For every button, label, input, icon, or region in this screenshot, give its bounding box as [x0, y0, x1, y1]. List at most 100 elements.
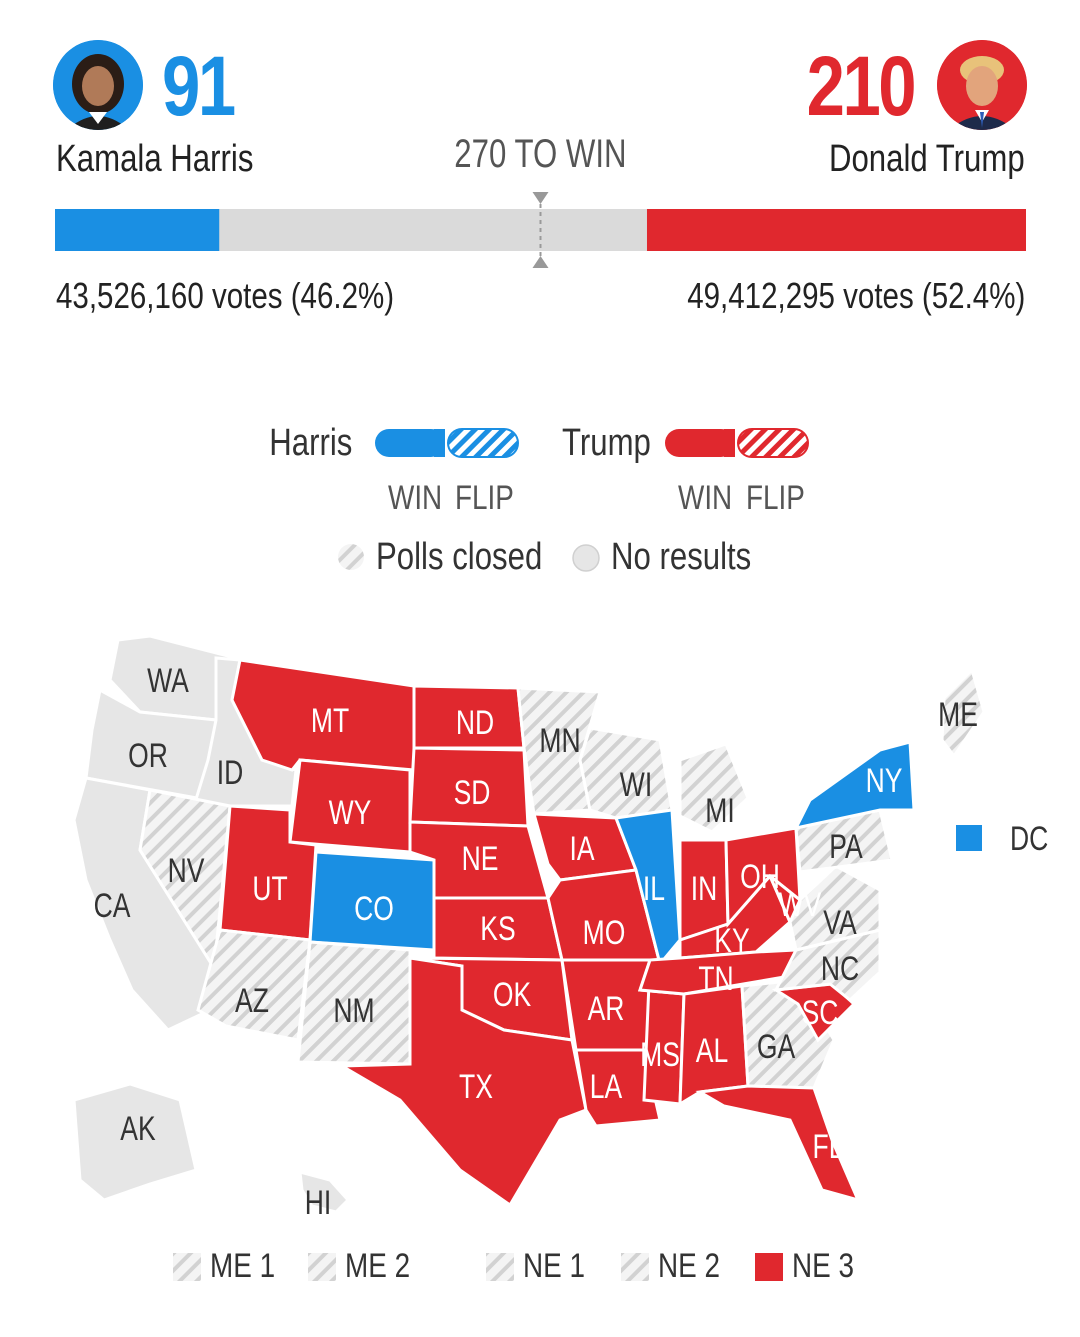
progress-trump: [646, 209, 1026, 251]
threshold-marker: [532, 192, 549, 268]
state-label-la: LA: [590, 1068, 623, 1106]
state-label-co: CO: [354, 890, 394, 928]
legend-harris-win: WIN: [388, 479, 443, 517]
state-label-wa: WA: [147, 662, 189, 700]
trump-win-pill: [665, 429, 735, 457]
district-key-me-2: ME 2: [307, 1247, 424, 1286]
district-label: NE 3: [792, 1247, 854, 1285]
harris-name: Kamala Harris: [56, 138, 254, 180]
state-label-il: IL: [643, 870, 665, 908]
state-label-ar: AR: [588, 990, 625, 1028]
threshold-label: 270 TO WIN: [453, 132, 627, 176]
harris-popular-votes: 43,526,160 votes (46.2%): [56, 275, 395, 316]
state-fl[interactable]: [695, 1084, 861, 1203]
state-label-nd: ND: [456, 704, 494, 742]
harris-avatar: [53, 40, 143, 130]
state-dc[interactable]: [956, 825, 982, 851]
state-label-id: ID: [217, 754, 244, 792]
state-label-fl: FL: [813, 1128, 844, 1166]
state-label-ny: NY: [866, 762, 903, 800]
state-label-sc: SC: [802, 994, 839, 1032]
legend-trump-swatch: [665, 428, 809, 458]
district-swatch: [486, 1252, 514, 1281]
state-label-hi: HI: [305, 1184, 332, 1220]
state-label-tn: TN: [698, 960, 733, 998]
progress-harris: [55, 209, 220, 251]
state-label-ca: CA: [94, 887, 131, 925]
district-swatch: [308, 1252, 336, 1281]
district-label: ME 1: [210, 1247, 276, 1285]
legend-no-results: No results: [611, 536, 752, 578]
state-label-in: IN: [691, 870, 718, 908]
district-legend: ME 1 ME 2 NE 1 NE 2 NE 3: [172, 1245, 1032, 1285]
state-label-pa: PA: [829, 828, 863, 866]
harris-electoral-votes: 91: [162, 39, 236, 133]
electoral-progress-bar: [55, 192, 1026, 268]
legend-harris-flip: FLIP: [455, 479, 514, 517]
trump-popular-votes: 49,412,295 votes (52.4%): [686, 275, 1025, 316]
state-il[interactable]: [613, 808, 682, 968]
state-ny[interactable]: [793, 740, 916, 831]
district-key-ne-2: NE 2: [620, 1247, 734, 1286]
state-label-va: VA: [823, 904, 857, 942]
state-label-tx: TX: [459, 1068, 493, 1106]
state-label-ms: MS: [640, 1036, 680, 1074]
district-label: NE 2: [658, 1247, 720, 1285]
trump-flip-pill: [737, 428, 809, 458]
state-label-az: AZ: [235, 982, 269, 1020]
state-label-wy: WY: [329, 794, 372, 832]
legend-harris-swatch: [375, 428, 519, 458]
state-label-ga: GA: [757, 1028, 796, 1066]
state-label-sd: SD: [454, 774, 491, 812]
states-layer: [72, 634, 986, 1214]
no-results-icon: [572, 544, 600, 572]
district-key-ne-3: NE 3: [754, 1247, 868, 1286]
state-label-wi: WI: [620, 766, 652, 804]
state-label-ok: OK: [493, 976, 531, 1014]
state-la[interactable]: [574, 1048, 662, 1128]
state-label-mo: MO: [583, 914, 626, 952]
legend-trump-win: WIN: [678, 479, 733, 517]
state-label-or: OR: [128, 737, 168, 775]
legend-trump-label: Trump: [562, 422, 651, 464]
state-label-me: ME: [938, 696, 978, 734]
state-label-mi: MI: [705, 792, 734, 830]
state-az[interactable]: [196, 928, 312, 1042]
district-swatch: [173, 1252, 201, 1281]
state-label-nv: NV: [168, 852, 205, 890]
district-label: NE 1: [523, 1247, 585, 1285]
state-label-ut: UT: [252, 870, 287, 908]
legend-polls-closed: Polls closed: [376, 536, 543, 578]
state-hi[interactable]: [298, 1169, 351, 1214]
district-key-ne-1: NE 1: [485, 1247, 599, 1286]
state-label-nc: NC: [821, 950, 859, 988]
state-ak[interactable]: [72, 1082, 198, 1202]
trump-avatar: [937, 40, 1027, 130]
legend-trump-flip: FLIP: [746, 479, 805, 517]
state-label-ak: AK: [120, 1110, 155, 1148]
polls-closed-icon: [338, 544, 364, 570]
district-swatch: [755, 1252, 783, 1281]
state-me[interactable]: [940, 667, 986, 759]
state-label-ia: IA: [569, 830, 595, 868]
state-label-mt: MT: [311, 702, 349, 740]
state-label-dc: DC: [1010, 820, 1048, 858]
harris-win-pill: [375, 429, 445, 457]
us-electoral-map: WA OR CA ID NV MT WY UT CO AZ NM ND SD NE KS OK TX MN IA MO…: [72, 634, 1049, 1220]
threshold-label-wrap: 270 TO WIN: [340, 132, 740, 177]
state-label-wv: WV: [779, 886, 822, 924]
district-swatch: [621, 1252, 649, 1281]
state-label-al: AL: [696, 1032, 728, 1070]
state-label-mn: MN: [539, 722, 580, 760]
district-key-me-1: ME 1: [172, 1247, 289, 1286]
state-label-ky: KY: [714, 922, 749, 960]
state-labels: WA OR CA ID NV MT WY UT CO AZ NM ND SD NE KS OK TX MN IA MO…: [94, 662, 1049, 1220]
state-mi[interactable]: [678, 742, 750, 834]
state-label-ne: NE: [462, 840, 499, 878]
state-tx[interactable]: [336, 956, 588, 1208]
harris-portrait-icon: [53, 40, 143, 130]
legend-harris-label: Harris: [268, 422, 352, 464]
trump-name: Donald Trump: [829, 138, 1025, 180]
district-label: ME 2: [345, 1247, 411, 1285]
trump-portrait-icon: [937, 40, 1027, 130]
